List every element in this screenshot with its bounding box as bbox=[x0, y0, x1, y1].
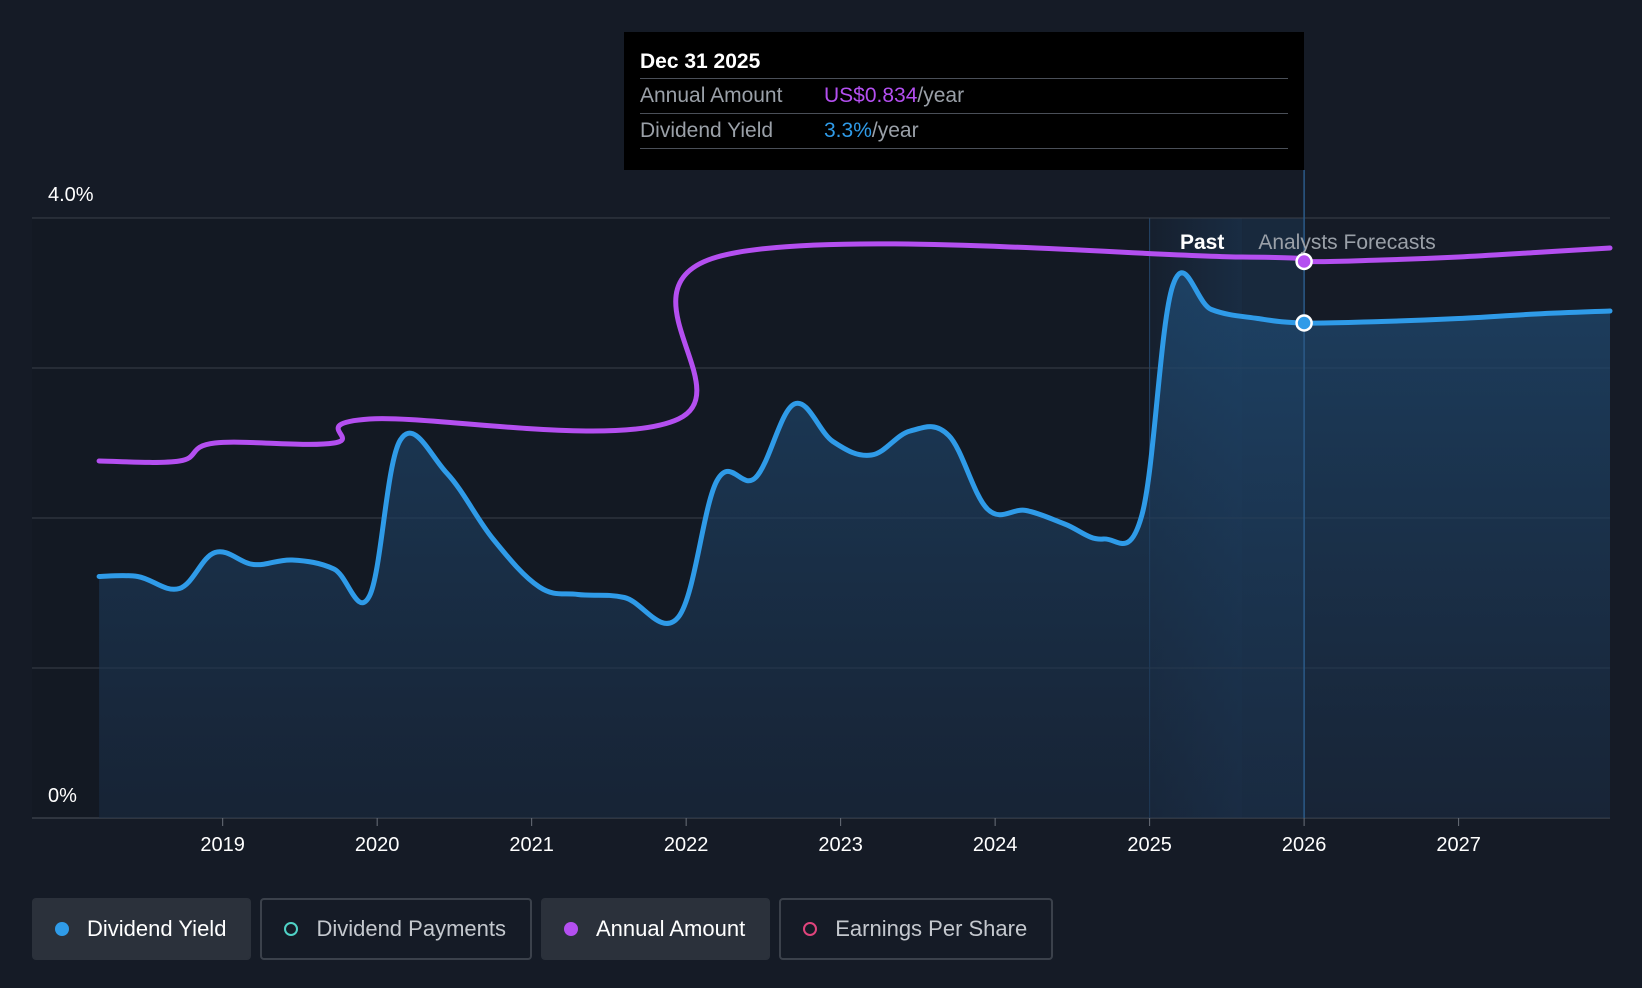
x-axis-tick-label: 2026 bbox=[1282, 834, 1327, 856]
tooltip-dividend-yield-label: Dividend Yield bbox=[640, 119, 774, 142]
y-axis-label-top: 4.0% bbox=[48, 184, 94, 206]
dividend-yield-line bbox=[96, 270, 1613, 626]
legend-dividend-payments-ring-icon bbox=[284, 922, 299, 936]
legend-earnings-per-share-ring-icon bbox=[803, 922, 818, 936]
x-axis-tick-label: 2024 bbox=[973, 834, 1018, 856]
legend-earnings-per-share-label: Earnings Per Share bbox=[835, 916, 1028, 941]
past-region-label: Past bbox=[1180, 231, 1224, 254]
tooltip-annual-amount-label: Annual Amount bbox=[640, 84, 783, 107]
tooltip-row-annual-amount: Annual Amount US$0.834/year bbox=[640, 78, 1288, 113]
y-axis-label-bottom: 0% bbox=[48, 785, 77, 807]
legend-annual-amount-label: Annual Amount bbox=[595, 916, 746, 941]
legend-earnings-per-share[interactable]: Earnings Per Share bbox=[779, 898, 1054, 960]
dividend-yield-marker bbox=[1295, 314, 1313, 332]
forecast-region-label: Analysts Forecasts bbox=[1258, 231, 1435, 254]
tooltip-dividend-yield-unit: /year bbox=[871, 119, 919, 142]
tooltip-annual-amount-value: US$0.834 bbox=[824, 84, 918, 107]
legend-annual-amount-dot-icon bbox=[563, 922, 578, 936]
tooltip-annual-amount-unit: /year bbox=[917, 84, 965, 107]
dividend-yield-area bbox=[99, 272, 1610, 818]
x-axis-tick-label: 2023 bbox=[818, 834, 863, 856]
legend-dividend-payments-label: Dividend Payments bbox=[316, 916, 506, 941]
legend-dividend-yield-dot-icon bbox=[55, 922, 69, 936]
x-axis-tick-label: 2027 bbox=[1436, 834, 1481, 856]
tooltip-row-dividend-yield: Dividend Yield 3.3%/year bbox=[640, 113, 1288, 149]
tooltip-dividend-yield-value: 3.3% bbox=[824, 119, 872, 142]
x-axis-tick-label: 2019 bbox=[200, 834, 245, 856]
chart-legend: Dividend Yield Dividend Payments Annual … bbox=[32, 898, 1054, 960]
annual-amount-marker bbox=[1295, 252, 1313, 271]
x-axis-tick-label: 2020 bbox=[355, 834, 400, 856]
x-axis-tick-label: 2025 bbox=[1127, 834, 1172, 856]
chart-tooltip: Dec 31 2025 Annual Amount US$0.834/year … bbox=[624, 32, 1304, 170]
legend-annual-amount[interactable]: Annual Amount bbox=[540, 898, 771, 960]
x-axis-tick-label: 2021 bbox=[509, 834, 554, 856]
x-axis-tick-label: 2022 bbox=[664, 834, 709, 856]
legend-dividend-payments[interactable]: Dividend Payments bbox=[260, 898, 532, 960]
annual-amount-line bbox=[96, 241, 1613, 465]
tooltip-date: Dec 31 2025 bbox=[640, 50, 761, 73]
legend-dividend-yield-label: Dividend Yield bbox=[87, 916, 227, 941]
legend-dividend-yield[interactable]: Dividend Yield bbox=[32, 898, 252, 960]
